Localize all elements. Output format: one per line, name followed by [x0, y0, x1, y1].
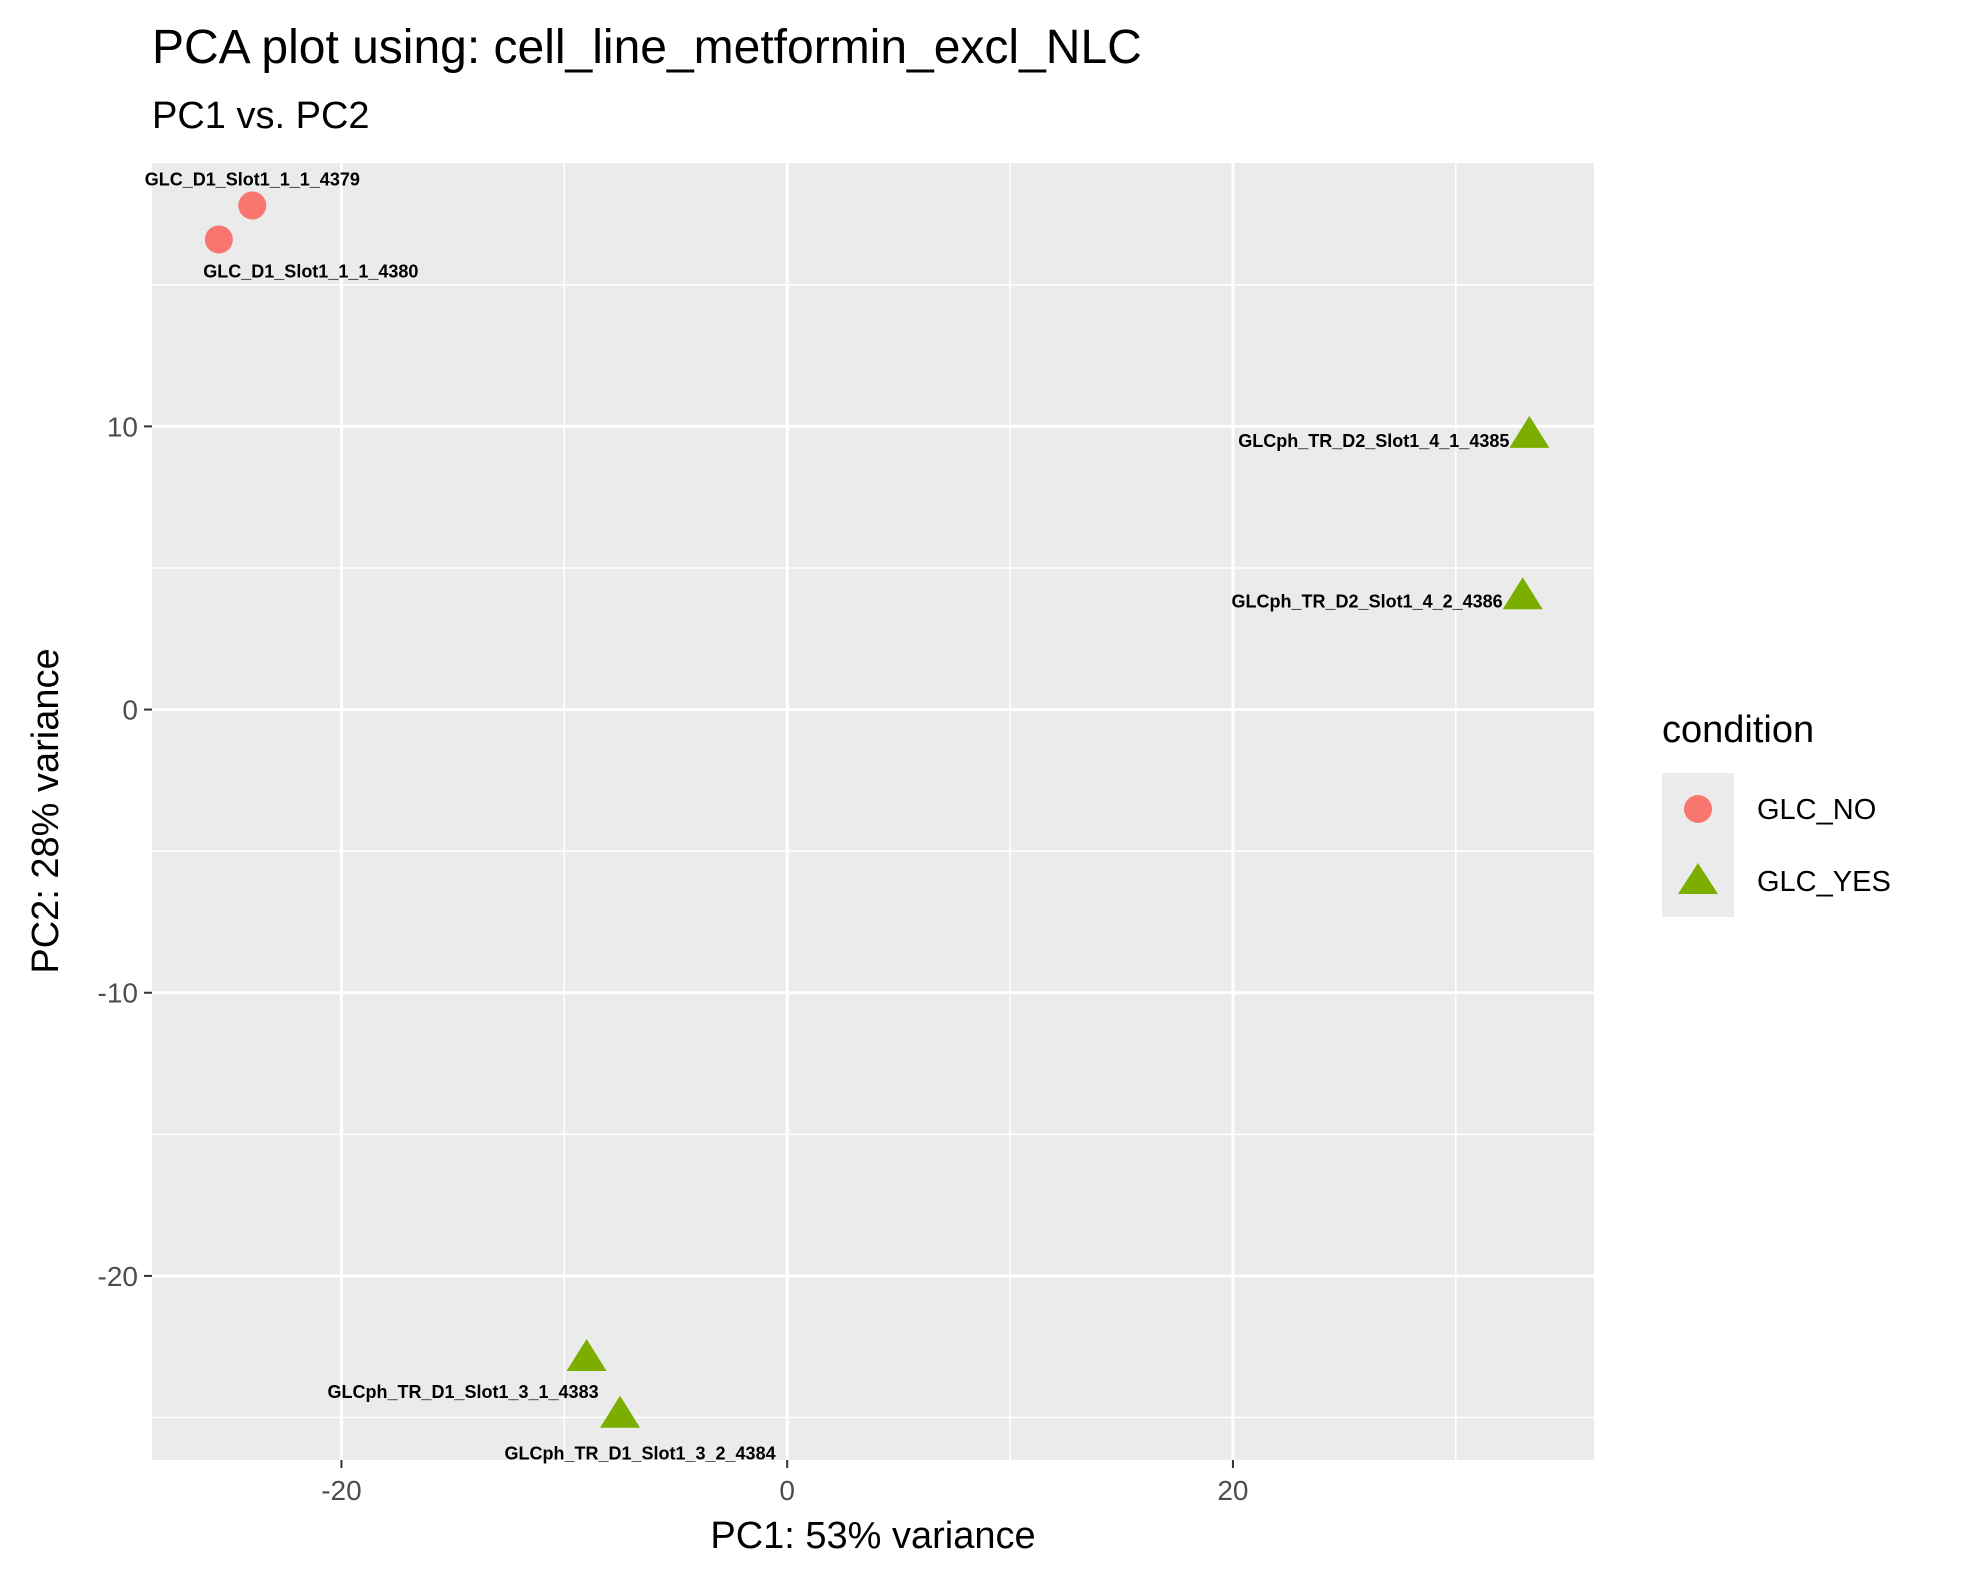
data-point-triangle	[600, 1395, 641, 1428]
data-point-triangle	[1509, 415, 1550, 448]
y-axis-title: PC2: 28% variance	[25, 648, 67, 973]
major-gridlines	[152, 163, 1594, 1460]
data-point-circle	[204, 225, 233, 254]
point-label: GLCph_TR_D2_Slot1_4_2_4386	[1232, 591, 1503, 611]
chart-subtitle: PC1 vs. PC2	[152, 95, 370, 137]
x-axis-ticks: -20 0 20	[321, 1460, 1249, 1506]
legend-title: condition	[1662, 709, 1814, 751]
legend-label-glc-yes: GLC_YES	[1757, 866, 1891, 898]
data-point-circle	[238, 191, 267, 220]
point-label: GLCph_TR_D1_Slot1_3_2_4384	[504, 1444, 775, 1464]
y-tick-label: 0	[122, 695, 138, 726]
data-point-triangle	[566, 1339, 607, 1372]
x-tick-label: -20	[321, 1475, 361, 1506]
point-label: GLCph_TR_D2_Slot1_4_1_4385	[1238, 431, 1509, 451]
point-label: GLC_D1_Slot1_1_1_4379	[145, 169, 360, 189]
legend: condition GLC_NO GLC_YES	[1662, 709, 1891, 917]
y-tick-label: 10	[107, 411, 138, 442]
data-points	[204, 191, 1550, 1428]
data-point-triangle	[1502, 577, 1543, 610]
point-label: GLC_D1_Slot1_1_1_4380	[203, 261, 418, 281]
legend-label-glc-no: GLC_NO	[1757, 794, 1876, 826]
chart-title: PCA plot using: cell_line_metformin_excl…	[152, 21, 1142, 74]
y-tick-label: -20	[98, 1261, 138, 1292]
point-labels: GLC_D1_Slot1_1_1_4379 GLC_D1_Slot1_1_1_43…	[145, 169, 1510, 1463]
y-tick-label: -10	[98, 978, 138, 1009]
legend-key-glc-no	[1684, 795, 1712, 823]
point-label: GLCph_TR_D1_Slot1_3_1_4383	[327, 1382, 598, 1402]
x-tick-label: 0	[779, 1475, 795, 1506]
x-tick-label: 20	[1217, 1475, 1248, 1506]
x-axis-title: PC1: 53% variance	[710, 1515, 1035, 1557]
plot-panel	[152, 163, 1594, 1460]
y-axis-ticks: -20 -10 0 10	[98, 411, 152, 1292]
minor-gridlines	[152, 163, 1594, 1460]
legend-key-background	[1662, 773, 1734, 917]
legend-key-glc-yes	[1678, 863, 1718, 894]
